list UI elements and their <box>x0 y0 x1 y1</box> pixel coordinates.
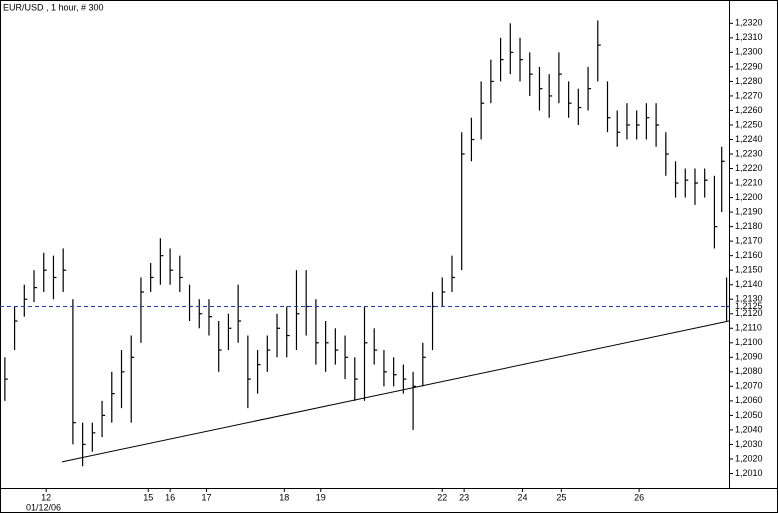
y-tick-label: 1,2220 <box>735 163 763 173</box>
y-tick-label: 1,2080 <box>735 366 763 376</box>
x-tick-label: 12 <box>41 492 51 502</box>
y-tick-label: 1,2210 <box>735 177 763 187</box>
x-tick-label: 18 <box>279 492 289 502</box>
y-tick-label: 1,2140 <box>735 279 763 289</box>
trend-line <box>61 320 730 463</box>
y-tick-label: 1,2090 <box>735 352 763 362</box>
y-tick-label: 1,2150 <box>735 265 763 275</box>
y-tick-label: 1,2290 <box>735 61 763 71</box>
y-tick-label: 1,2020 <box>735 453 763 463</box>
y-tick-label: 1,2230 <box>735 148 763 158</box>
x-tick-label: 26 <box>634 492 644 502</box>
x-tick-label: 23 <box>459 492 469 502</box>
x-tick-label: 22 <box>437 492 447 502</box>
y-tick-label: 1,2260 <box>735 105 763 115</box>
y-tick-label: 1,2200 <box>735 192 763 202</box>
y-tick-label: 1,2030 <box>735 439 763 449</box>
y-tick-label: 1,2070 <box>735 381 763 391</box>
y-tick-label: 1,2190 <box>735 206 763 216</box>
last-price-label: 1,2125 <box>735 301 763 311</box>
y-tick-label: 1,2060 <box>735 395 763 405</box>
start-date: 01/12/06 <box>26 502 61 512</box>
y-tick-label: 1,2120 <box>735 308 763 318</box>
x-tick-label: 17 <box>202 492 212 502</box>
y-tick-label: 1,2130 <box>735 294 763 304</box>
x-tick-label: 15 <box>143 492 153 502</box>
y-tick-label: 1,2310 <box>735 32 763 42</box>
y-tick-label: 1,2040 <box>735 424 763 434</box>
y-tick-label: 1,2110 <box>735 323 762 333</box>
y-tick-label: 1,2270 <box>735 90 763 100</box>
chart-title: EUR/USD , 1 hour, # 300 <box>3 2 104 12</box>
y-tick-label: 1,2010 <box>735 468 763 478</box>
y-tick-label: 1,2180 <box>735 221 763 231</box>
y-tick-label: 1,2100 <box>735 337 763 347</box>
y-tick-label: 1,2050 <box>735 410 763 420</box>
y-tick-label: 1,2300 <box>735 47 763 57</box>
y-tick-label: 1,2250 <box>735 119 763 129</box>
x-tick-label: 25 <box>556 492 566 502</box>
y-tick-label: 1,2280 <box>735 76 763 86</box>
y-tick-label: 1,2240 <box>735 134 763 144</box>
y-tick-label: 1,2320 <box>735 18 763 28</box>
x-tick-label: 24 <box>517 492 527 502</box>
x-tick-label: 19 <box>316 492 326 502</box>
y-tick-label: 1,2170 <box>735 236 763 246</box>
x-tick-label: 16 <box>165 492 175 502</box>
y-tick-label: 1,2160 <box>735 250 763 260</box>
